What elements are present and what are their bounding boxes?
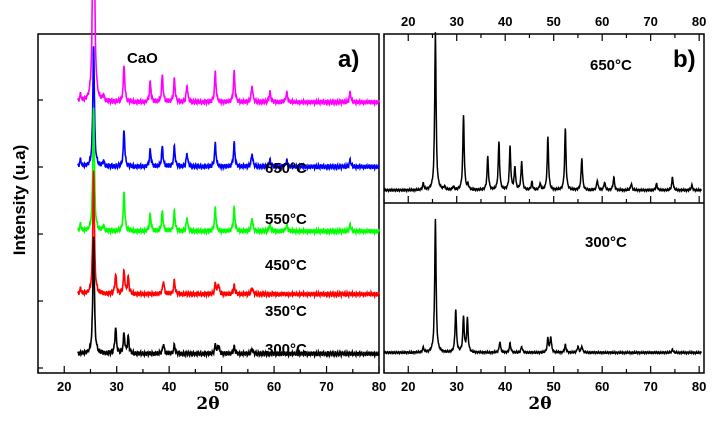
panel-b-series-0 [383,32,703,194]
panel-b-top-x-tick-label: 70 [643,14,657,29]
panel-a: 20 30 40 50 60 70 80 CaO a) 650°C 550°C 450°C 350… [10,0,386,414]
panel-b-x-tick-label: 80 [692,379,706,394]
panel-b-x-tick-label: 20 [401,379,415,394]
panel-b-top-x-tick-label: 20 [401,14,415,29]
panel-a-title: CaO [127,50,158,67]
panel-b-top-x-tick-label: 60 [595,14,609,29]
panel-a-series-1 [77,46,380,172]
panel-a-series-3 [77,170,380,300]
panel-a-series-label-1: 550°C [265,211,307,228]
panel-a-x-tick-label: 60 [267,379,281,394]
panel-a-series-label-0: 650°C [265,160,307,177]
panel-b-top-label: 650°C [590,57,632,74]
panel-a-series-2 [77,107,380,237]
panel-b: 20 20 30 30 40 40 50 50 60 60 70 70 80 80 b) 650°C 30… [383,14,706,414]
panel-b-bottom-label: 300°C [585,234,627,251]
panel-a-series-label-4: 300°C [265,341,307,358]
panel-b-series [383,32,703,356]
panel-a-x-tick-label: 70 [319,379,333,394]
panel-a-x-tick-label: 80 [372,379,386,394]
panel-a-y-ticks [38,99,43,369]
y-axis-label: Intensity (u.a) [10,145,29,256]
panel-b-top-x-tick-label: 50 [546,14,560,29]
panel-a-series-label-2: 450°C [265,257,307,274]
panel-b-x-ticks: 20 20 30 30 40 40 50 50 60 60 70 70 80 80 [383,14,706,394]
panel-b-top-x-tick-label: 40 [498,14,512,29]
panel-a-x-ticks: 20 30 40 50 60 70 80 [37,366,386,394]
panel-a-series [77,0,380,360]
panel-b-x-tick-label: 70 [643,379,657,394]
panel-b-x-tick-label: 40 [498,379,512,394]
panel-b-series-1 [383,218,702,356]
panel-a-x-tick-label: 40 [162,379,176,394]
panel-a-series-0 [77,0,380,108]
panel-b-x-tick-label: 50 [546,379,560,394]
panel-a-x-axis-label: 2θ [196,394,219,414]
panel-a-label: a) [338,46,359,73]
panel-a-x-tick-label: 20 [57,379,71,394]
panel-a-frame [37,33,380,374]
panel-b-x-axis-label: 2θ [528,394,551,414]
panel-b-top-x-tick-label: 80 [692,14,706,29]
panel-a-series-labels: 650°C 550°C 450°C 350°C 300°C [265,160,307,358]
panel-b-label: b) [673,46,696,73]
panel-b-x-tick-label: 30 [449,379,463,394]
panel-a-x-tick-label: 50 [214,379,228,394]
panel-b-top-x-tick-label: 30 [449,14,463,29]
panel-a-x-tick-label: 30 [109,379,123,394]
panel-a-series-label-3: 350°C [265,303,307,320]
panel-b-x-tick-label: 60 [595,379,609,394]
panel-a-series-4 [77,236,380,360]
